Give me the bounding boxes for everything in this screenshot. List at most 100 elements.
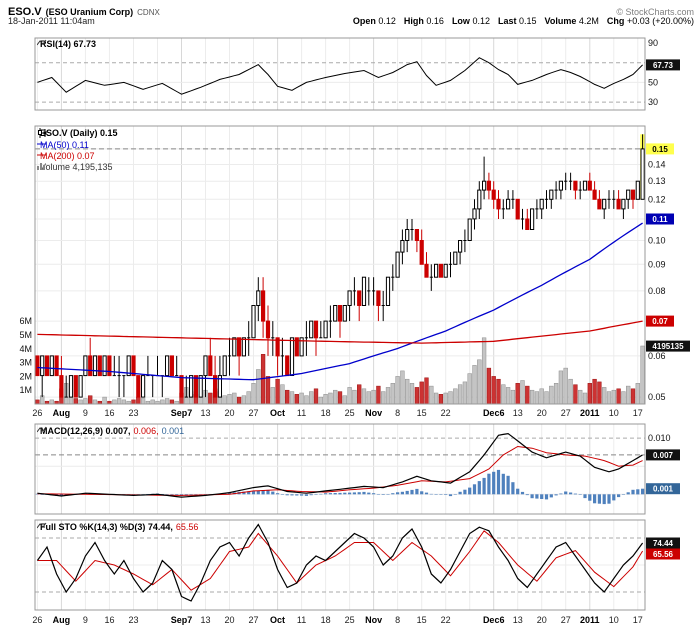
volume-bar [337, 391, 343, 405]
volume-bar [265, 376, 271, 405]
volume-bar [621, 391, 626, 405]
candle-body [299, 337, 304, 357]
volume-bar [304, 395, 309, 405]
volume-bar [400, 370, 405, 405]
candle-body [141, 375, 146, 398]
candle-body [49, 355, 54, 377]
volume-bar [328, 392, 333, 405]
x-tick-label: 13 [201, 408, 211, 418]
macd-histogram-bar [304, 494, 308, 496]
volume-bar [347, 387, 352, 405]
ma200-line [37, 320, 643, 344]
stoch-legend: Full STO %K(14,3) %D(3) 74.44, 65.56 [37, 522, 198, 532]
volume-bar [592, 378, 597, 405]
candle-body [400, 240, 405, 253]
macd-histogram-bar [362, 491, 366, 495]
macd-histogram-bar [492, 471, 496, 495]
volume-bar [448, 391, 453, 405]
candle-body [309, 320, 314, 339]
candle-body [193, 375, 199, 398]
volume-bar [136, 396, 141, 405]
macd-histogram-bar [352, 492, 356, 495]
volume-tick: 5M [19, 330, 32, 340]
macd-histogram-bar [420, 491, 424, 495]
volume-bar [169, 399, 175, 405]
macd-histogram-bar [520, 491, 525, 495]
volume-legend: Volume 4,195,135 [37, 162, 113, 172]
volume-bar [376, 385, 381, 405]
volume-bar [164, 398, 170, 405]
stoch-box [646, 548, 680, 560]
volume-bar [256, 369, 261, 405]
candle-body [434, 263, 439, 278]
volume-tick: 6M [19, 316, 32, 326]
volume-bar [323, 394, 328, 405]
candle-body [131, 355, 136, 377]
candle-body [73, 375, 78, 398]
volume-bar [472, 365, 477, 405]
x-tick-label: 27 [249, 615, 259, 625]
volume-bar [366, 391, 371, 405]
macd-histogram-bar [338, 492, 342, 495]
macd-histogram-bar [271, 491, 275, 495]
x-tick-label: 10 [609, 408, 619, 418]
volume-bar [116, 398, 122, 405]
price-tick: 0.14 [648, 159, 666, 169]
x-tick-label: 25 [345, 408, 355, 418]
copyright: © StockCharts.com [616, 7, 694, 17]
macd-histogram-bar [621, 494, 625, 495]
macd-histogram-bar [415, 488, 419, 495]
candle-body [587, 180, 592, 191]
volume-bar [35, 399, 40, 405]
volume-bar [299, 392, 304, 405]
macd-histogram-bar [506, 475, 510, 495]
volume-bar [78, 399, 83, 405]
candle-body [597, 198, 602, 210]
x-tick-label: Sep7 [171, 615, 193, 625]
price-label: 0.15 [652, 145, 668, 154]
macd-histogram-bar [535, 494, 539, 499]
macd-histogram-bar [242, 491, 246, 495]
candle-body [241, 337, 247, 357]
macd-histogram-bar [602, 494, 606, 505]
volume-bar [83, 398, 88, 405]
macd-histogram-bar [439, 494, 443, 495]
candle-body [361, 276, 367, 307]
rsi-tick: 50 [648, 77, 658, 87]
volume-bar [405, 378, 410, 405]
macd-histogram-bar [348, 492, 352, 495]
x-tick-label: 18 [321, 408, 331, 418]
quote-last: Last 0.15 [497, 16, 537, 26]
volume-bar [626, 385, 631, 405]
x-tick-label: 27 [561, 615, 571, 625]
macd-histogram-bar [597, 494, 601, 504]
volume-bar [309, 391, 314, 405]
macd-histogram-bar [319, 493, 323, 495]
x-tick-label: Aug [53, 615, 71, 625]
macd-histogram-bar [367, 492, 371, 495]
volume-bar [491, 376, 496, 405]
macd-histogram-bar [391, 493, 395, 495]
stoch-label: 74.44 [653, 539, 674, 548]
macd-histogram-bar [631, 489, 635, 495]
candle-body [59, 375, 64, 398]
candle-body [405, 229, 410, 241]
macd-histogram-bar [324, 493, 328, 495]
candle-body [558, 180, 563, 191]
macd-histogram-bar [434, 494, 438, 495]
volume-bar [232, 392, 237, 405]
company-name: (ESO Uranium Corp) [45, 7, 134, 17]
candle-body [491, 189, 496, 200]
candle-body [68, 375, 74, 398]
candle-body [482, 180, 487, 191]
volume-bar [558, 370, 564, 405]
macd-histogram-bar [357, 492, 361, 495]
macd-histogram-bar [564, 491, 568, 495]
macd-histogram-bar [328, 493, 332, 495]
volume-bar [140, 398, 146, 405]
volume-bar [433, 392, 439, 405]
x-tick-label: Nov [365, 408, 382, 418]
x-tick-label: Nov [365, 615, 382, 625]
macd-histogram-bar [612, 494, 616, 501]
